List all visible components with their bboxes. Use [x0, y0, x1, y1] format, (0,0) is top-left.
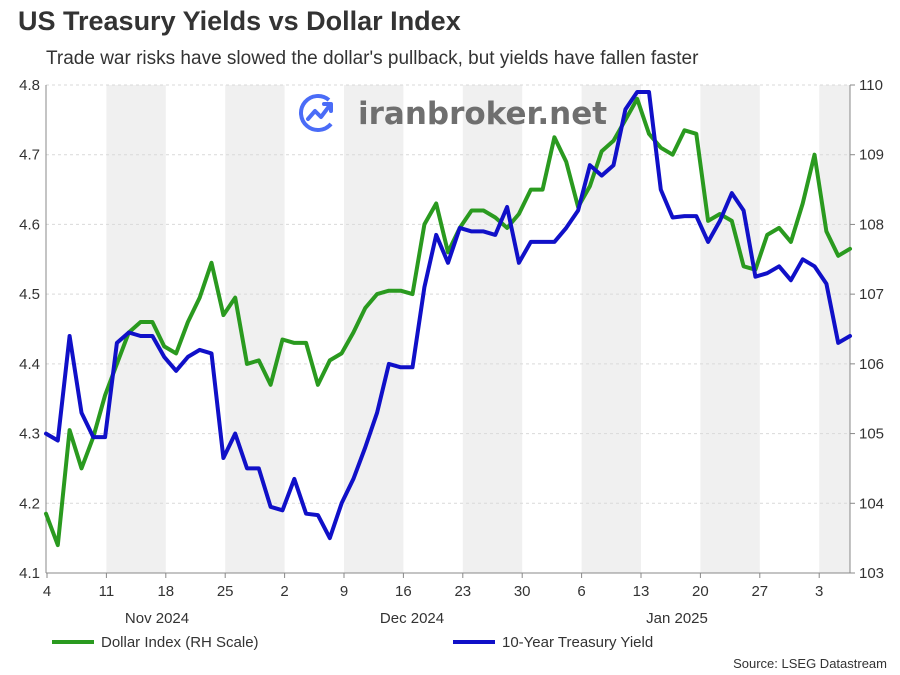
y-right-tick-label: 108: [859, 216, 884, 233]
y-right-tick-label: 109: [859, 147, 884, 164]
treasury-yield-line: [44, 90, 852, 541]
x-tick-label: 13: [633, 583, 650, 600]
y-right-tick-label: 107: [859, 286, 884, 303]
y-right-tick-label: 106: [859, 356, 884, 373]
x-tick-label: 4: [43, 583, 51, 600]
y-left-tick-label: 4.1: [19, 565, 40, 582]
y-right-tick-label: 110: [859, 77, 883, 94]
month-label: Dec 2024: [380, 610, 444, 627]
week-band: [225, 85, 285, 573]
source-note: Source: LSEG Datastream: [733, 656, 887, 671]
x-tick-label: 3: [815, 583, 823, 600]
month-label: Nov 2024: [125, 610, 189, 627]
watermark-text: iranbroker.net: [358, 96, 607, 132]
chart-title: US Treasury Yields vs Dollar Index: [18, 6, 461, 36]
y-left-tick-label: 4.8: [19, 77, 40, 94]
y-left-tick-label: 4.3: [19, 426, 40, 443]
chart-subtitle: Trade war risks have slowed the dollar's…: [46, 48, 699, 69]
legend-label: Dollar Index (RH Scale): [101, 634, 259, 651]
series-lines: [44, 90, 852, 548]
x-tick-label: 6: [577, 583, 585, 600]
dollar-index-line: [44, 96, 852, 548]
axes: 4.1 4.2 4.3 4.4 4.5 4.6 4.7 4.8 103 104 105 106 107 1…: [19, 77, 884, 627]
legend: Dollar Index (RH Scale) 10-Year Treasury …: [52, 634, 653, 651]
y-right-tick-label: 103: [859, 565, 884, 582]
chart-trend-logo-icon: [299, 94, 337, 132]
x-tick-label: 25: [217, 583, 234, 600]
y-left-tick-label: 4.4: [19, 356, 40, 373]
week-band: [700, 85, 760, 573]
x-tick-label: 9: [340, 583, 348, 600]
y-left-tick-label: 4.2: [19, 495, 40, 512]
y-left-tick-label: 4.7: [19, 147, 40, 164]
x-tick-label: 11: [99, 583, 115, 600]
x-tick-label: 18: [157, 583, 174, 600]
y-left-tick-label: 4.6: [19, 216, 40, 233]
y-right-tick-label: 104: [859, 495, 884, 512]
x-tick-label: 23: [454, 583, 471, 600]
week-band: [581, 85, 641, 573]
x-tick-label: 2: [280, 583, 288, 600]
y-right-tick-label: 105: [859, 426, 884, 443]
x-tick-label: 27: [751, 583, 768, 600]
x-tick-label: 20: [692, 583, 709, 600]
week-bands: [106, 85, 850, 573]
x-tick-label: 30: [514, 583, 531, 600]
x-tick-label: 16: [395, 583, 412, 600]
y-left-tick-label: 4.5: [19, 286, 40, 303]
watermark-logo: iranbroker.net: [299, 94, 607, 132]
legend-label: 10-Year Treasury Yield: [502, 634, 653, 651]
month-label: Jan 2025: [646, 610, 708, 627]
week-band: [462, 85, 523, 573]
